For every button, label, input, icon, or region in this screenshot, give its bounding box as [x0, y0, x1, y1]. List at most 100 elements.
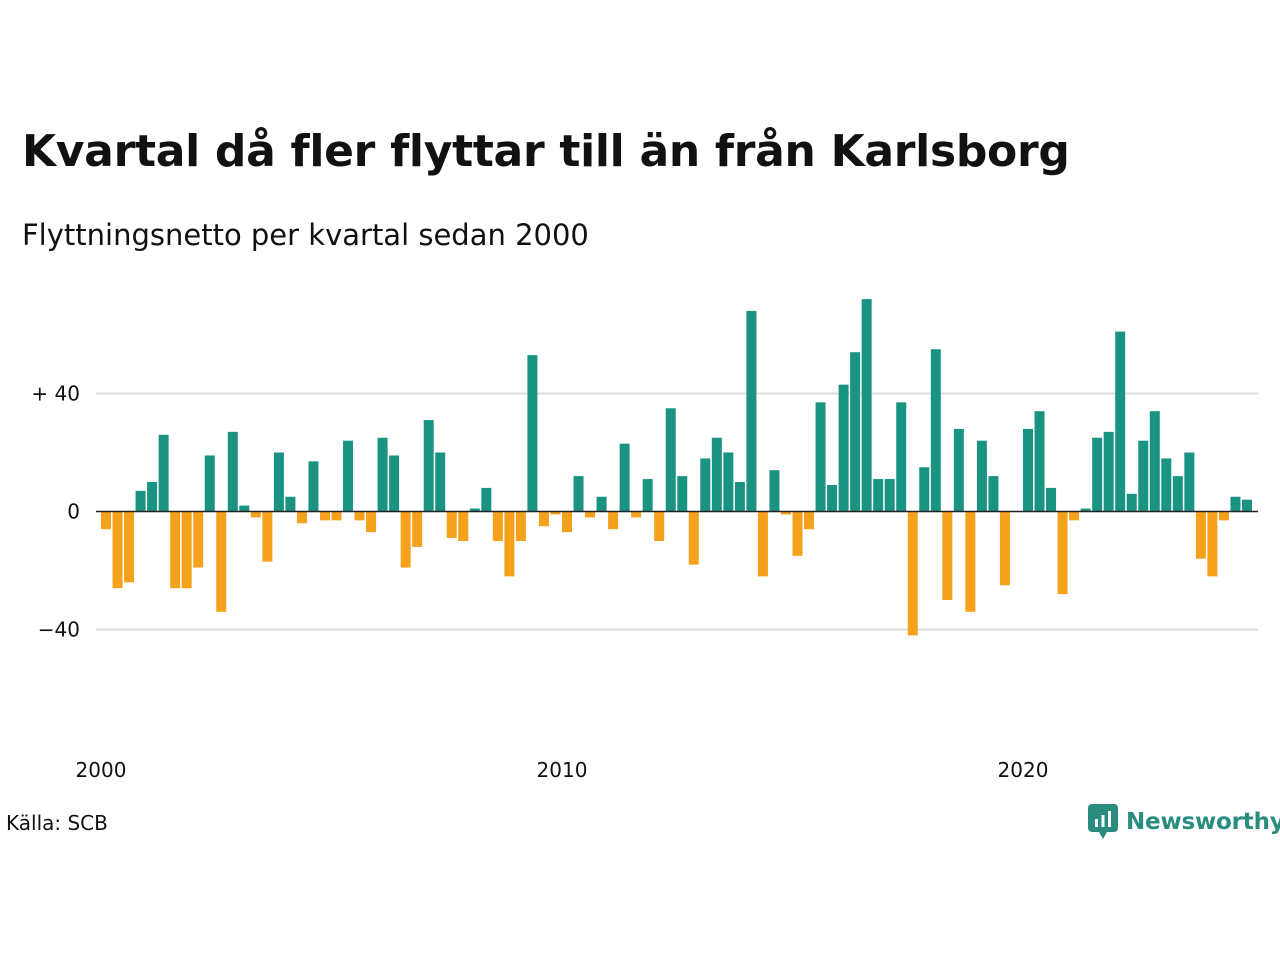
bar: [619, 443, 630, 512]
bar: [988, 476, 999, 512]
bar: [665, 408, 676, 512]
bar: [585, 511, 596, 518]
bar: [780, 511, 791, 515]
bar: [469, 508, 480, 512]
bar: [377, 437, 388, 512]
bar: [170, 511, 181, 589]
bar: [642, 479, 653, 512]
bar: [366, 511, 377, 533]
bar: [1230, 496, 1241, 512]
bar: [1046, 487, 1057, 512]
bar: [446, 511, 457, 539]
bar: [746, 310, 757, 512]
bar: [112, 511, 123, 589]
bar: [654, 511, 665, 541]
bar: [907, 511, 918, 636]
bar: [239, 505, 250, 512]
bar: [1034, 411, 1045, 512]
x-tick-label: 2020: [998, 758, 1049, 782]
bar: [723, 452, 734, 512]
bar: [412, 511, 423, 547]
x-axis-ticks: 2000 2010 2020: [76, 758, 1049, 782]
y-tick-label: 0: [67, 500, 80, 524]
y-tick-label: + 40: [31, 382, 80, 406]
bar: [527, 355, 538, 512]
bar: [1207, 511, 1218, 577]
bar: [976, 440, 987, 512]
bar: [1080, 508, 1091, 512]
bar: [147, 482, 158, 512]
bar: [919, 467, 930, 512]
bar: [158, 434, 169, 512]
bar: [1149, 411, 1160, 512]
bar: [435, 452, 446, 512]
newsworthy-logo-icon: [1088, 804, 1118, 839]
bar: [896, 402, 907, 512]
bar: [700, 458, 711, 512]
bar: [953, 428, 964, 512]
bar: [1218, 511, 1229, 521]
bar: [804, 511, 815, 530]
bar: [504, 511, 515, 577]
x-tick-label: 2000: [76, 758, 127, 782]
bar: [331, 511, 342, 521]
bar: [1069, 511, 1080, 521]
bar: [273, 452, 284, 512]
bar: [1172, 476, 1183, 512]
bar: [734, 482, 745, 512]
source-note: Källa: SCB: [6, 811, 108, 835]
bar: [423, 420, 434, 512]
bar: [204, 455, 215, 512]
bar: [596, 496, 607, 512]
bar: [1057, 511, 1068, 595]
bar: [285, 496, 296, 512]
bar: [216, 511, 227, 612]
bars: [101, 299, 1252, 636]
bar: [250, 511, 261, 518]
bar: [757, 511, 768, 577]
bar: [181, 511, 192, 589]
chart-title: Kvartal då fler flyttar till än från Kar…: [22, 126, 1070, 177]
bar: [573, 476, 584, 512]
bar: [838, 384, 849, 512]
bar: [861, 299, 872, 512]
bar: [262, 511, 273, 562]
bar: [792, 511, 803, 556]
bar: [1092, 437, 1103, 512]
bar: [608, 511, 619, 530]
bar: [343, 440, 354, 512]
bar: [319, 511, 330, 521]
bar: [815, 402, 826, 512]
bar: [538, 511, 549, 527]
bar: [930, 349, 941, 512]
bar: [711, 437, 722, 512]
bar: [492, 511, 503, 541]
chart-subtitle: Flyttningsnetto per kvartal sedan 2000: [22, 218, 589, 252]
bar: [688, 511, 699, 565]
bar: [308, 461, 319, 512]
brand: Newsworthy: [1088, 803, 1280, 841]
bar: [101, 511, 111, 530]
bar: [873, 479, 884, 512]
bar: [1103, 431, 1114, 512]
bar: [942, 511, 953, 600]
brand-name: Newsworthy: [1126, 809, 1280, 835]
bar: [965, 511, 976, 612]
bar: [1138, 440, 1149, 512]
bar: [458, 511, 469, 541]
bar: [1161, 458, 1172, 512]
bar: [124, 511, 135, 583]
bar: [1195, 511, 1206, 559]
bar: [677, 476, 688, 512]
bar: [1126, 493, 1137, 512]
bar: [481, 487, 492, 512]
y-tick-label: −40: [38, 618, 80, 642]
x-tick-label: 2010: [537, 758, 588, 782]
bar: [1184, 452, 1195, 512]
bar: [296, 511, 307, 524]
bar: [827, 484, 838, 512]
bar: [354, 511, 365, 521]
gridlines: [96, 392, 1258, 631]
bar: [550, 511, 561, 515]
